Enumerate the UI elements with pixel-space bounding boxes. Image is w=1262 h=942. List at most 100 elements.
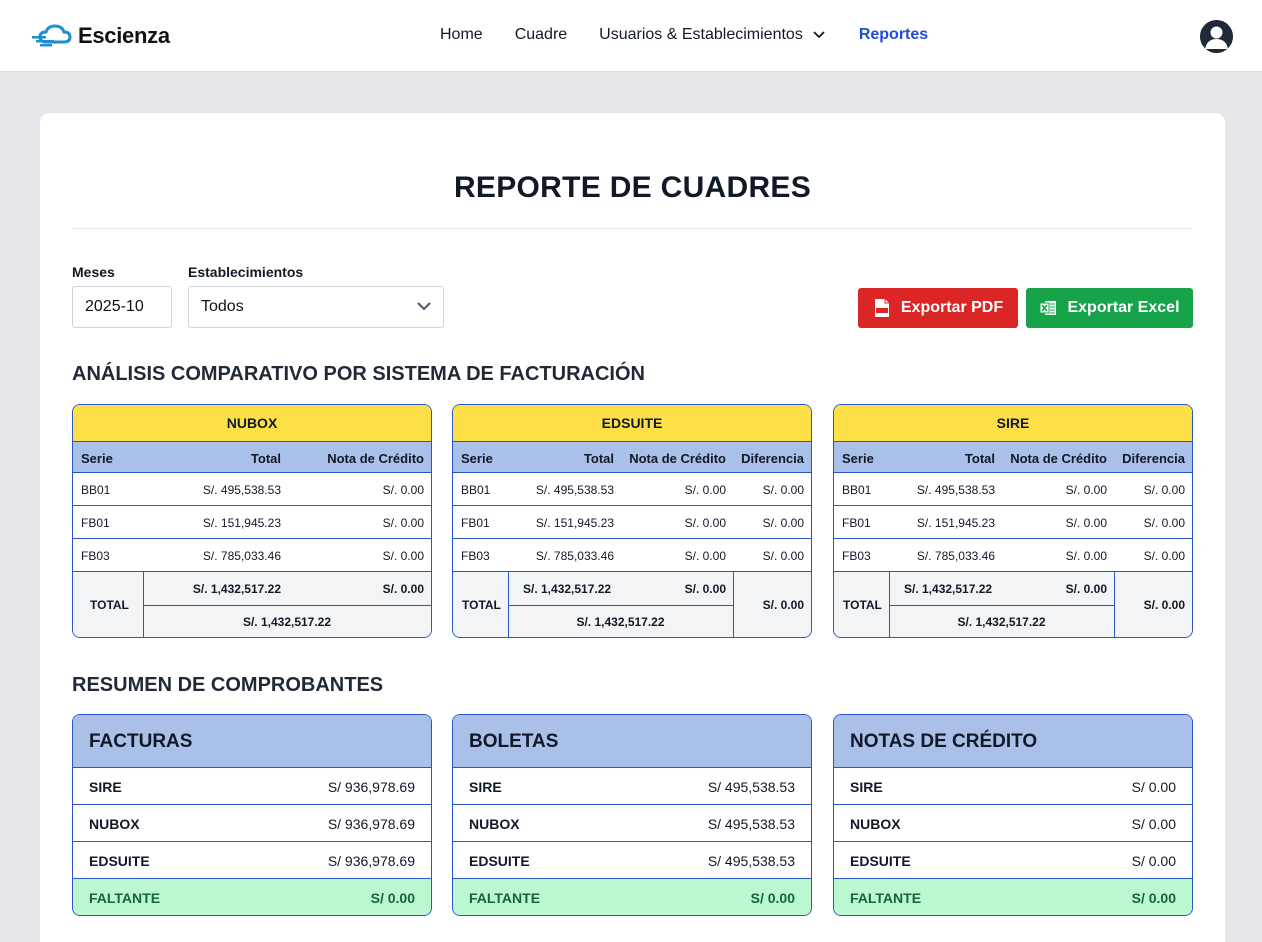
nav-usuarios-dropdown[interactable]: Usuarios & Establecimientos — [599, 26, 825, 44]
summary-key: NUBOX — [469, 816, 520, 832]
summary-value: S/ 936,978.69 — [327, 816, 415, 832]
system-name: NUBOX — [73, 405, 431, 442]
summary-row: SIRE S/ 495,538.53 — [453, 768, 811, 805]
summary-row: NUBOX S/ 936,978.69 — [73, 805, 431, 842]
net-total: S/. 1,432,517.22 — [242, 615, 332, 629]
summary-key: EDSUITE — [89, 853, 150, 869]
cell-serie: FB01 — [81, 516, 110, 530]
establishments-select[interactable]: Todos — [188, 286, 444, 328]
cell-nota: S/. 0.00 — [382, 549, 424, 563]
export-excel-button[interactable]: Exportar Excel — [1026, 288, 1193, 328]
summary-key: SIRE — [89, 779, 122, 795]
col-total: Total — [964, 451, 995, 466]
nav-cuadre[interactable]: Cuadre — [514, 26, 568, 43]
summary-value: S/ 0.00 — [1131, 890, 1176, 906]
cell-serie: FB01 — [842, 516, 871, 530]
col-serie: Serie — [842, 451, 874, 466]
cloud-logo-icon — [32, 24, 72, 47]
table-row: FB01 S/. 151,945.23 S/. 0.00 — [73, 506, 431, 539]
sum-diferencia: S/. 0.00 — [762, 598, 804, 612]
net-total: S/. 1,432,517.22 — [576, 615, 665, 629]
system-name: EDSUITE — [453, 405, 811, 442]
top-navbar: Escienza Home Cuadre Usuarios & Establec… — [0, 0, 1262, 72]
summary-card-facturas: FACTURAS SIRE S/ 936,978.69 NUBOX S/ 936… — [72, 714, 432, 916]
brand-name: Escienza — [78, 23, 170, 48]
totals-row: TOTAL S/. 1,432,517.22 S/. 0.00 S/. 1,43… — [453, 572, 811, 637]
cell-nota: S/. 0.00 — [1065, 516, 1107, 530]
col-total: Total — [583, 451, 614, 466]
summary-card-title: BOLETAS — [453, 715, 811, 768]
comparison-table-nubox: NUBOX Serie Total Nota de Crédito BB01 S… — [72, 404, 432, 638]
table-header-row: Serie Total Nota de Crédito Diferencia — [834, 442, 1192, 473]
excel-file-icon — [1039, 301, 1057, 315]
establishments-label: Establecimientos — [188, 264, 304, 280]
nav-usuarios-label: Usuarios & Establecimientos — [599, 26, 803, 43]
report-card: REPORTE DE CUADRES Meses 2025-10 Estable… — [40, 113, 1225, 942]
cell-nota: S/. 0.00 — [684, 516, 726, 530]
table-row: BB01 S/. 495,538.53 S/. 0.00 — [73, 473, 431, 506]
summary-row: SIRE S/ 936,978.69 — [73, 768, 431, 805]
table-header-row: Serie Total Nota de Crédito — [73, 442, 431, 473]
table-row: FB01 S/. 151,945.23 S/. 0.00 S/. 0.00 — [834, 506, 1192, 539]
title-divider — [72, 228, 1193, 229]
summary-key: SIRE — [469, 779, 502, 795]
page-title: REPORTE DE CUADRES — [453, 171, 812, 204]
cell-total: S/. 151,945.23 — [916, 516, 995, 530]
nav-reportes[interactable]: Reportes — [858, 26, 929, 43]
comparison-table-edsuite: EDSUITE Serie Total Nota de Crédito Dife… — [452, 404, 812, 638]
months-label: Meses — [72, 264, 115, 280]
cell-diferencia: S/. 0.00 — [762, 516, 804, 530]
months-input[interactable]: 2025-10 — [72, 286, 172, 328]
nav-home[interactable]: Home — [440, 26, 483, 43]
summary-value: S/ 495,538.53 — [707, 779, 795, 795]
summary-value: S/ 0.00 — [1131, 779, 1176, 795]
chevron-down-icon — [417, 302, 431, 311]
pdf-file-icon — [874, 299, 889, 317]
summary-key: FALTANTE — [89, 890, 161, 906]
cell-diferencia: S/. 0.00 — [1143, 483, 1185, 497]
total-label: TOTAL — [462, 598, 501, 612]
summary-card-title: NOTAS DE CRÉDITO — [834, 715, 1192, 768]
cell-nota: S/. 0.00 — [1065, 483, 1107, 497]
cell-diferencia: S/. 0.00 — [1143, 516, 1185, 530]
table-row: FB01 S/. 151,945.23 S/. 0.00 S/. 0.00 — [453, 506, 811, 539]
summary-value: S/ 936,978.69 — [327, 853, 415, 869]
cell-total: S/. 785,033.46 — [916, 549, 995, 563]
sum-nota: S/. 0.00 — [1065, 582, 1107, 596]
col-nota: Nota de Crédito — [629, 451, 726, 466]
summary-card-boletas: BOLETAS SIRE S/ 495,538.53 NUBOX S/ 495,… — [452, 714, 812, 916]
cell-serie: FB03 — [461, 549, 490, 563]
export-pdf-button[interactable]: Exportar PDF — [858, 288, 1018, 328]
summary-row-faltante: FALTANTE S/ 0.00 — [73, 879, 431, 915]
summary-key: EDSUITE — [469, 853, 530, 869]
totals-row: TOTAL S/. 1,432,517.22 S/. 0.00 S/. 1,43… — [73, 572, 431, 637]
table-row: FB03 S/. 785,033.46 S/. 0.00 S/. 0.00 — [453, 539, 811, 572]
cell-serie: BB01 — [461, 483, 491, 497]
col-diferencia: Diferencia — [741, 451, 804, 466]
cell-total: S/. 495,538.53 — [916, 483, 995, 497]
export-pdf-label: Exportar PDF — [900, 299, 1004, 316]
sum-diferencia: S/. 0.00 — [1143, 598, 1185, 612]
summary-key: NUBOX — [850, 816, 901, 832]
cell-diferencia: S/. 0.00 — [1143, 549, 1185, 563]
col-total: Total — [250, 451, 281, 466]
summary-value: S/ 936,978.69 — [327, 779, 415, 795]
cell-nota: S/. 0.00 — [382, 483, 424, 497]
col-serie: Serie — [461, 451, 493, 466]
summary-row: NUBOX S/ 495,538.53 — [453, 805, 811, 842]
establishments-value: Todos — [201, 298, 244, 315]
summary-value: S/ 495,538.53 — [707, 853, 795, 869]
brand-logo[interactable]: Escienza — [32, 22, 170, 50]
summary-value: S/ 0.00 — [1131, 853, 1176, 869]
main-nav: Home Cuadre Usuarios & Establecimientos … — [440, 26, 928, 44]
summary-row-faltante: FALTANTE S/ 0.00 — [834, 879, 1192, 915]
summary-card-title: FACTURAS — [73, 715, 431, 768]
user-avatar-icon[interactable] — [1200, 20, 1233, 53]
cell-nota: S/. 0.00 — [684, 483, 726, 497]
summary-value: S/ 0.00 — [750, 890, 795, 906]
net-total: S/. 1,432,517.22 — [957, 615, 1046, 629]
cell-total: S/. 785,033.46 — [535, 549, 614, 563]
sum-total: S/. 1,432,517.22 — [192, 582, 281, 596]
col-diferencia: Diferencia — [1122, 451, 1185, 466]
summary-row: SIRE S/ 0.00 — [834, 768, 1192, 805]
